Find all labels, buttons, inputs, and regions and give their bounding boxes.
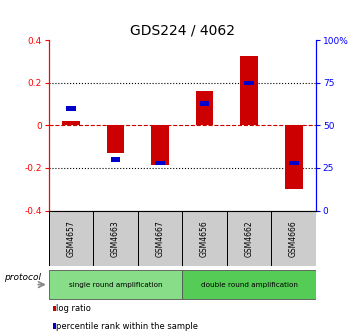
- Bar: [110, 157, 121, 162]
- Bar: [182, 211, 227, 266]
- Bar: [151, 125, 169, 165]
- Bar: [53, 306, 56, 311]
- Text: GSM4667: GSM4667: [156, 220, 165, 257]
- Text: GSM4656: GSM4656: [200, 220, 209, 257]
- Bar: [289, 161, 299, 165]
- Text: GSM4662: GSM4662: [245, 220, 253, 257]
- Bar: [227, 211, 271, 266]
- Text: GSM4663: GSM4663: [111, 220, 120, 257]
- Text: protocol: protocol: [4, 273, 40, 282]
- Bar: [240, 56, 258, 125]
- Bar: [66, 106, 76, 111]
- Bar: [93, 211, 138, 266]
- Text: percentile rank within the sample: percentile rank within the sample: [56, 322, 198, 331]
- Bar: [182, 270, 316, 299]
- Bar: [244, 81, 254, 85]
- Bar: [285, 125, 303, 189]
- Bar: [155, 161, 165, 165]
- Text: GSM4657: GSM4657: [66, 220, 75, 257]
- Bar: [53, 324, 56, 329]
- Text: GSM4666: GSM4666: [289, 220, 298, 257]
- Bar: [271, 211, 316, 266]
- Bar: [138, 211, 182, 266]
- Text: double round amplification: double round amplification: [201, 282, 297, 288]
- Text: single round amplification: single round amplification: [69, 282, 162, 288]
- Text: log ratio: log ratio: [56, 304, 91, 313]
- Bar: [62, 121, 80, 125]
- Bar: [196, 91, 213, 125]
- Bar: [200, 101, 209, 106]
- Bar: [49, 211, 93, 266]
- Bar: [49, 270, 182, 299]
- Title: GDS224 / 4062: GDS224 / 4062: [130, 24, 235, 38]
- Bar: [106, 125, 125, 153]
